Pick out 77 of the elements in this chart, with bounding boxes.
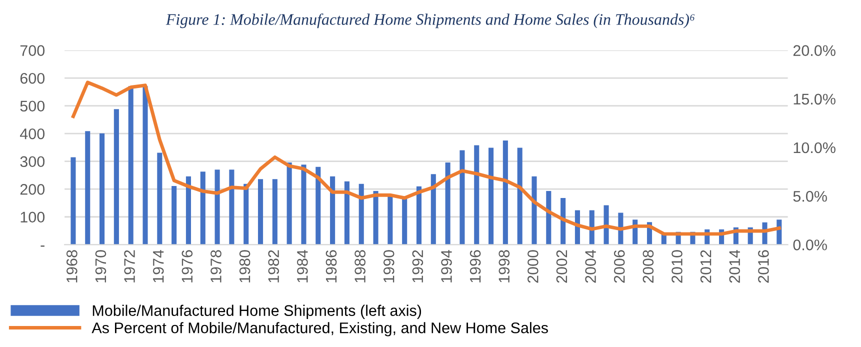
bar (502, 140, 508, 245)
y-tick-label: 300 (20, 156, 45, 168)
bar (373, 191, 378, 245)
legend-label: As Percent of Mobile/Manufactured, Existing, and New Home Sales (92, 322, 548, 336)
x-tick-label: 1996 (470, 250, 481, 282)
bar (474, 145, 480, 245)
y-tick-label: 500 (20, 100, 45, 112)
x-tick-label: 2000 (528, 250, 538, 283)
bar (560, 198, 566, 245)
bar (200, 172, 206, 245)
bar (214, 170, 220, 245)
bar (157, 152, 162, 245)
bar (532, 176, 537, 245)
y2-tick-label: 0.0% (793, 240, 827, 250)
bar (430, 174, 436, 245)
y2-tick-label: 5.0% (793, 190, 827, 202)
bar (128, 86, 134, 245)
y2-tick-label: 20.0% (793, 45, 836, 56)
bar (286, 162, 292, 245)
bar (244, 184, 249, 245)
x-tick-label: 1988 (354, 250, 366, 282)
x-tick-label: 2008 (642, 250, 654, 283)
bar (460, 150, 465, 245)
x-tick-label: 1992 (412, 250, 424, 282)
bar (186, 176, 191, 245)
x-tick-label: 2014 (729, 250, 740, 283)
bar (445, 162, 450, 245)
bar (402, 198, 408, 245)
bar (488, 148, 494, 245)
bar (301, 164, 306, 245)
bar (114, 109, 119, 245)
y-tick-label: 600 (20, 72, 45, 84)
bar (344, 181, 350, 245)
bar (546, 191, 552, 245)
x-tick-label: 2012 (700, 250, 712, 283)
bar (258, 179, 264, 245)
bar (229, 170, 234, 245)
x-tick-label: 1974 (152, 250, 164, 282)
bar (358, 184, 364, 245)
y2-tick-label: 10.0% (794, 142, 836, 154)
x-tick-label: 2004 (585, 250, 596, 283)
y-tick-label: 200 (20, 184, 45, 195)
x-tick-label: 1976 (182, 250, 193, 282)
x-tick-label: 1994 (441, 250, 452, 282)
x-tick-label: 1982 (268, 250, 280, 282)
legend-label: Mobile/Manufactured Home Shipments (left axis) (92, 304, 422, 320)
bar (142, 86, 148, 245)
y-tick-label: 700 (20, 45, 45, 56)
x-tick-label: 1968 (66, 250, 78, 282)
bar (388, 195, 393, 245)
line-series (71, 80, 781, 236)
x-tick-label: 1990 (383, 250, 394, 282)
y-tick-label: 100 (20, 212, 45, 223)
bar (272, 179, 278, 245)
x-tick-label: 1980 (239, 250, 250, 282)
y-tick-label: 400 (20, 128, 45, 140)
bar (70, 157, 76, 245)
x-tick-label: 1984 (297, 250, 308, 282)
chart-title: Figure 1: Mobile/Manufactured Home Shipments and Home Sales (in Thousands)⁶ (166, 13, 695, 28)
x-tick-label: 1986 (326, 250, 337, 282)
y2-tick-label: 15.0% (794, 94, 836, 105)
x-tick-label: 2002 (556, 250, 568, 283)
bar (416, 186, 422, 245)
x-tick-label: 2006 (614, 250, 625, 283)
x-tick-label: 1970 (95, 250, 106, 282)
bar (172, 186, 177, 245)
y-tick-label: - (40, 246, 44, 247)
bar (316, 166, 321, 245)
x-tick-label: 1978 (210, 250, 222, 282)
x-tick-label: 2010 (672, 250, 682, 283)
x-tick-label: 2016 (758, 250, 769, 283)
x-tick-label: 1972 (124, 250, 135, 282)
bar (100, 133, 105, 245)
bar (517, 148, 522, 245)
x-tick-label: 1998 (498, 250, 510, 282)
bar (330, 176, 336, 245)
bar (85, 131, 90, 245)
